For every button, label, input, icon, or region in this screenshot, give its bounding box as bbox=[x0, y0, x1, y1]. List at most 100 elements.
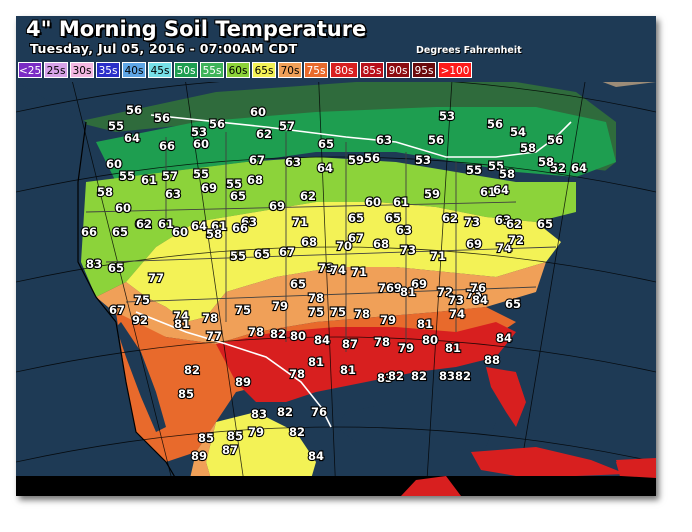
temperature-reading: 75 bbox=[235, 303, 251, 317]
temperature-reading: 78 bbox=[354, 307, 370, 321]
temperature-reading: 65 bbox=[290, 277, 306, 291]
temperature-reading: 69 bbox=[269, 199, 285, 213]
temperature-reading: 79 bbox=[248, 425, 264, 439]
legend-item: 30s bbox=[70, 62, 94, 78]
temperature-reading: 72 bbox=[437, 285, 453, 299]
temperature-reading: 62 bbox=[506, 217, 522, 231]
land-yucatan-overlay bbox=[401, 476, 461, 496]
land-cuba-overlay bbox=[471, 447, 626, 476]
temperature-reading: 74 bbox=[330, 263, 346, 277]
temperature-reading: 63 bbox=[396, 223, 412, 237]
legend-item: 90s bbox=[386, 62, 410, 78]
land-florida bbox=[486, 367, 526, 427]
temperature-reading: 60 bbox=[250, 105, 266, 119]
temperature-reading: 81 bbox=[417, 317, 433, 331]
temperature-reading: 58 bbox=[499, 167, 515, 181]
temperature-reading: 81 bbox=[445, 341, 461, 355]
temperature-reading: 87 bbox=[342, 337, 358, 351]
temperature-reading: 60 bbox=[172, 225, 188, 239]
temperature-reading: 73 bbox=[448, 293, 464, 307]
temperature-reading: 53 bbox=[439, 109, 455, 123]
temperature-reading: 68 bbox=[247, 173, 263, 187]
temperature-reading: 85 bbox=[198, 431, 214, 445]
temperature-reading: 84 bbox=[308, 449, 324, 463]
temperature-reading: 55 bbox=[226, 177, 242, 191]
temperature-reading: 65 bbox=[318, 137, 334, 151]
temperature-reading: 78 bbox=[289, 367, 305, 381]
legend-item: 95s bbox=[412, 62, 436, 78]
temperature-reading: 80 bbox=[290, 329, 306, 343]
band-60s bbox=[81, 157, 576, 297]
temperature-reading: 59 bbox=[424, 187, 440, 201]
temperature-reading: 56 bbox=[487, 117, 503, 131]
temperature-reading: 60 bbox=[106, 157, 122, 171]
temperature-reading: 74 bbox=[173, 309, 189, 323]
temperature-reading: 83 bbox=[86, 257, 102, 271]
coast-black bbox=[77, 121, 187, 496]
legend-item: 25s bbox=[44, 62, 68, 78]
temperature-reading: 76 bbox=[311, 405, 327, 419]
legend-item: 60s bbox=[226, 62, 250, 78]
temperature-reading: 73 bbox=[400, 243, 416, 257]
temperature-reading: 53 bbox=[415, 153, 431, 167]
temperature-reading: 65 bbox=[348, 211, 364, 225]
temperature-reading: 82 bbox=[388, 369, 404, 383]
temperature-reading: 83 bbox=[251, 407, 267, 421]
legend-item: 70s bbox=[278, 62, 302, 78]
temperature-reading: 62 bbox=[256, 127, 272, 141]
temperature-reading: 67 bbox=[348, 231, 364, 245]
legend-item: >100 bbox=[438, 62, 472, 78]
temperature-reading: 88 bbox=[484, 353, 500, 367]
temperature-reading: 63 bbox=[495, 213, 511, 227]
temperature-reading: 84 bbox=[314, 333, 330, 347]
temperature-reading: 64 bbox=[571, 161, 587, 175]
temperature-reading: 78 bbox=[374, 335, 390, 349]
temperature-reading: 60 bbox=[365, 195, 381, 209]
temperature-reading: 74 bbox=[496, 241, 512, 255]
temperature-reading: 83 bbox=[439, 369, 455, 383]
temperature-reading: 74 bbox=[449, 307, 465, 321]
temperature-reading: 58 bbox=[206, 227, 222, 241]
temperature-reading: 55 bbox=[466, 163, 482, 177]
temperature-reading: 62 bbox=[136, 217, 152, 231]
temperature-reading: 66 bbox=[159, 139, 175, 153]
temperature-reading: 89 bbox=[191, 449, 207, 463]
temperature-reading: 73 bbox=[466, 287, 482, 301]
band-mexico-yellow bbox=[206, 412, 316, 496]
temperature-reading: 79 bbox=[380, 313, 396, 327]
temperature-reading: 54 bbox=[510, 125, 526, 139]
temperature-reading: 71 bbox=[351, 265, 367, 279]
temperature-reading: 79 bbox=[272, 299, 288, 313]
band-80s bbox=[216, 322, 516, 402]
temperature-reading: 70 bbox=[336, 239, 352, 253]
temperature-reading: 68 bbox=[301, 235, 317, 249]
temperature-reading: 81 bbox=[340, 363, 356, 377]
temperature-reading: 57 bbox=[162, 169, 178, 183]
state-borders bbox=[85, 132, 557, 352]
us-canada-border bbox=[150, 114, 572, 158]
temperature-reading: 63 bbox=[376, 133, 392, 147]
temperature-reading: 85 bbox=[178, 387, 194, 401]
atlantic-ocean bbox=[516, 142, 656, 462]
temperature-reading: 78 bbox=[202, 311, 218, 325]
temperature-reading: 60 bbox=[115, 201, 131, 215]
legend-item: 65s bbox=[252, 62, 276, 78]
temperature-reading: 75 bbox=[330, 305, 346, 319]
temperature-reading: 69 bbox=[466, 237, 482, 251]
temperature-reading: 57 bbox=[279, 119, 295, 133]
gulf-of-mexico bbox=[336, 397, 496, 452]
us-mexico-border bbox=[135, 311, 332, 428]
temperature-reading: 71 bbox=[292, 215, 308, 229]
temperature-reading: 80 bbox=[422, 333, 438, 347]
temperature-reading: 65 bbox=[108, 261, 124, 275]
temperature-reading: 81 bbox=[308, 355, 324, 369]
temperature-reading: 58 bbox=[520, 141, 536, 155]
temperature-reading: 78 bbox=[308, 291, 324, 305]
temperature-reading: 58 bbox=[538, 155, 554, 169]
temperature-reading: 65 bbox=[254, 247, 270, 261]
temperature-reading: 69 bbox=[386, 281, 402, 295]
legend-item: 40s bbox=[122, 62, 146, 78]
temperature-reading: 83 bbox=[377, 371, 393, 385]
temperature-reading: 73 bbox=[464, 215, 480, 229]
graticule bbox=[16, 82, 656, 496]
